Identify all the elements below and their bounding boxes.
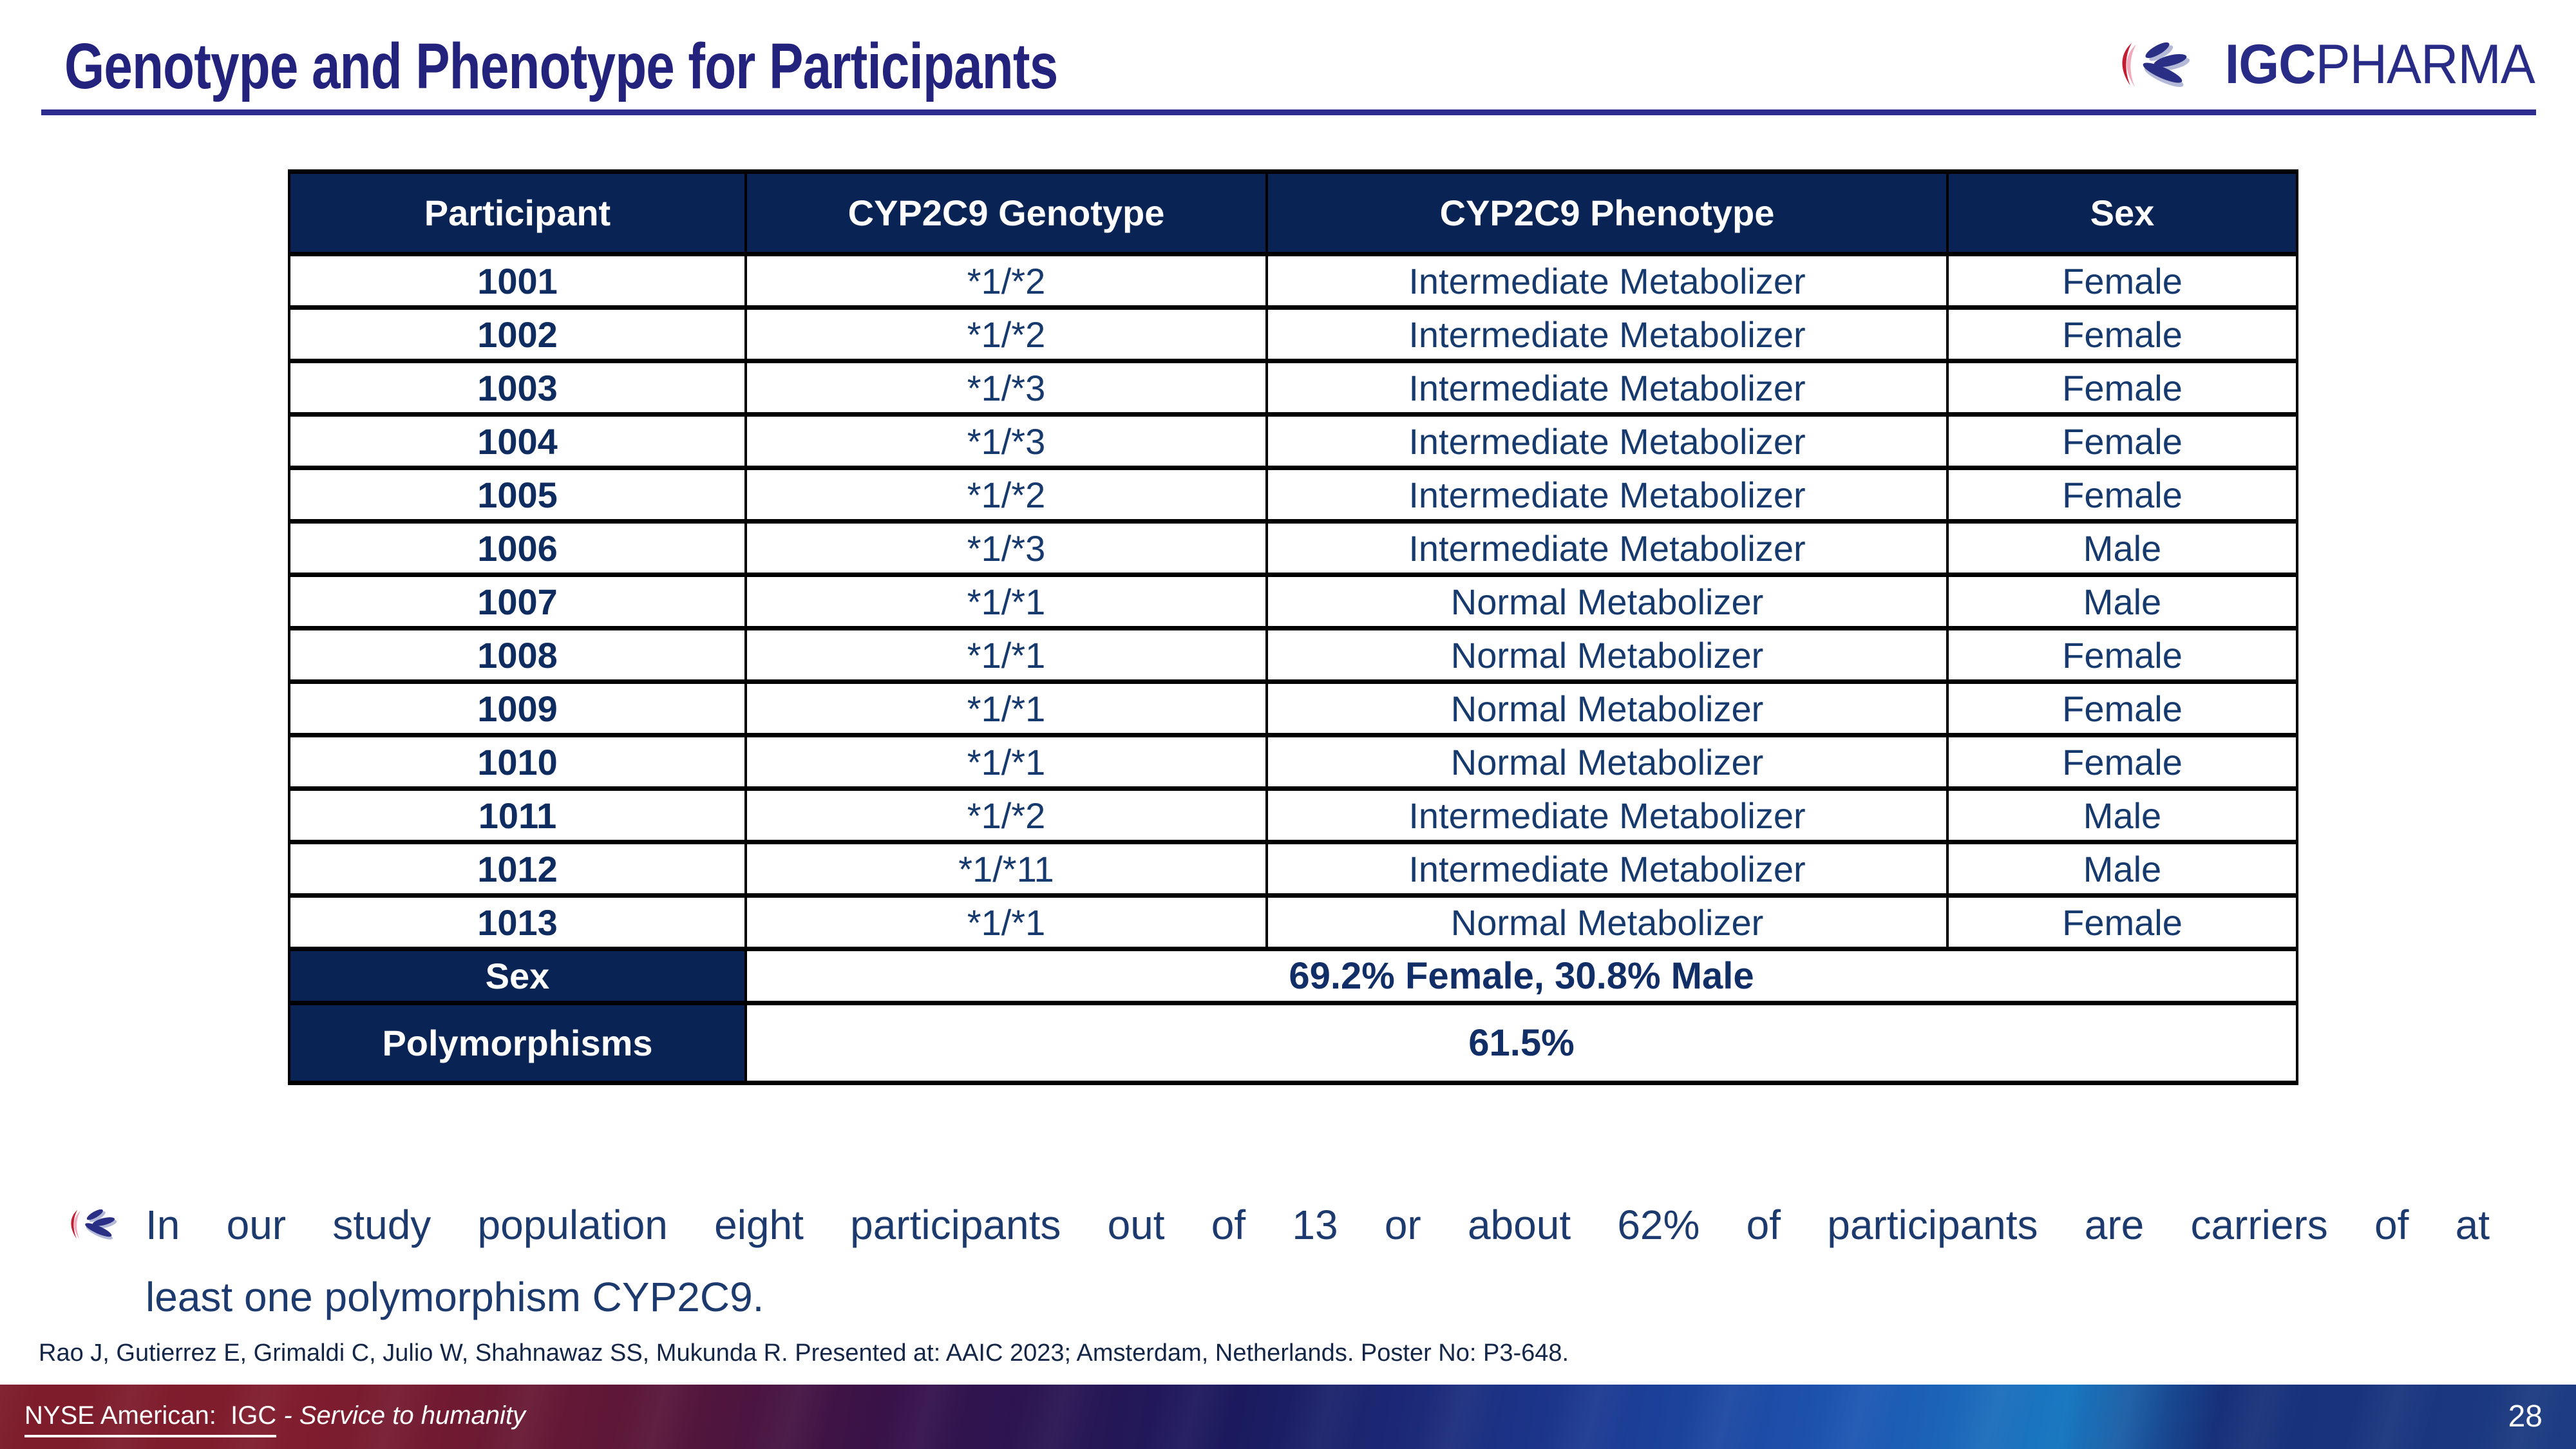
cell-phenotype: Normal Metabolizer <box>1265 893 1949 951</box>
summary-label: Sex <box>288 947 747 1005</box>
cell-genotype: *1/*1 <box>744 733 1268 791</box>
cell-participant: 1006 <box>288 519 747 577</box>
cell-genotype: *1/*1 <box>744 626 1268 684</box>
cell-genotype: *1/*2 <box>744 305 1268 363</box>
table-row: 1013 *1/*1 Normal Metabolizer Female <box>288 893 2298 951</box>
table-row: 1005 *1/*2 Intermediate Metabolizer Fema… <box>288 466 2298 524</box>
page-title: Genotype and Phenotype for Participants <box>64 30 1058 102</box>
cell-sex: Female <box>1946 252 2298 310</box>
cell-sex: Female <box>1946 466 2298 524</box>
cell-participant: 1013 <box>288 893 747 951</box>
table-row: 1007 *1/*1 Normal Metabolizer Male <box>288 573 2298 630</box>
cell-sex: Male <box>1946 573 2298 630</box>
table-row: 1011 *1/*2 Intermediate Metabolizer Male <box>288 786 2298 844</box>
bullet-text-line: In our study population eight participan… <box>146 1202 2490 1248</box>
cell-genotype: *1/*3 <box>744 412 1268 470</box>
title-divider <box>41 109 2536 115</box>
cell-phenotype: Intermediate Metabolizer <box>1265 305 1949 363</box>
column-header: Sex <box>1946 169 2298 256</box>
cell-sex: Female <box>1946 679 2298 737</box>
cell-phenotype: Intermediate Metabolizer <box>1265 840 1949 898</box>
cell-participant: 1012 <box>288 840 747 898</box>
igc-leaf-crescent-icon <box>2122 42 2190 87</box>
cell-phenotype: Intermediate Metabolizer <box>1265 786 1949 844</box>
cell-genotype: *1/*3 <box>744 359 1268 417</box>
citation-text: Rao J, Gutierrez E, Grimaldi C, Julio W,… <box>39 1340 1569 1367</box>
logo-text-igc: IGC <box>2224 33 2316 95</box>
cell-sex: Female <box>1946 359 2298 417</box>
cell-sex: Female <box>1946 412 2298 470</box>
table-row: 1004 *1/*3 Intermediate Metabolizer Fema… <box>288 412 2298 470</box>
cell-sex: Female <box>1946 626 2298 684</box>
cell-genotype: *1/*1 <box>744 573 1268 630</box>
table-row: 1008 *1/*1 Normal Metabolizer Female <box>288 626 2298 684</box>
table-row: 1009 *1/*1 Normal Metabolizer Female <box>288 679 2298 737</box>
cell-participant: 1004 <box>288 412 747 470</box>
cell-genotype: *1/*1 <box>744 893 1268 951</box>
logo-text: IGCPHARMA <box>2225 33 2535 97</box>
cell-participant: 1002 <box>288 305 747 363</box>
cell-phenotype: Intermediate Metabolizer <box>1265 519 1949 577</box>
cell-phenotype: Intermediate Metabolizer <box>1265 466 1949 524</box>
bullet-text-line: least one polymorphism CYP2C9. <box>146 1274 764 1320</box>
cell-genotype: *1/*2 <box>744 252 1268 310</box>
cell-phenotype: Normal Metabolizer <box>1265 573 1949 630</box>
cell-sex: Male <box>1946 840 2298 898</box>
table-row: 1010 *1/*1 Normal Metabolizer Female <box>288 733 2298 791</box>
cell-sex: Male <box>1946 786 2298 844</box>
cell-phenotype: Normal Metabolizer <box>1265 679 1949 737</box>
cell-participant: 1005 <box>288 466 747 524</box>
cell-genotype: *1/*2 <box>744 466 1268 524</box>
table-header-row: Participant CYP2C9 Genotype CYP2C9 Phenoty… <box>288 169 2298 256</box>
column-header: Participant <box>288 169 747 256</box>
cell-genotype: *1/*3 <box>744 519 1268 577</box>
cell-phenotype: Intermediate Metabolizer <box>1265 252 1949 310</box>
table-body: 1001 *1/*2 Intermediate Metabolizer Fema… <box>288 252 2298 1085</box>
cell-sex: Female <box>1946 893 2298 951</box>
cell-participant: 1011 <box>288 786 747 844</box>
ticker-text: NYSE American: IGC <box>24 1401 277 1437</box>
cell-genotype: *1/*1 <box>744 679 1268 737</box>
cell-phenotype: Intermediate Metabolizer <box>1265 412 1949 470</box>
column-header: CYP2C9 Genotype <box>744 169 1268 256</box>
summary-row: Polymorphisms 61.5% <box>288 1001 2298 1085</box>
table-row: 1003 *1/*3 Intermediate Metabolizer Fema… <box>288 359 2298 417</box>
cell-genotype: *1/*2 <box>744 786 1268 844</box>
igc-leaf-bullet-icon <box>71 1209 117 1240</box>
cell-participant: 1009 <box>288 679 747 737</box>
summary-value: 69.2% Female, 30.8% Male <box>744 947 2298 1005</box>
cell-participant: 1007 <box>288 573 747 630</box>
company-logo: IGCPHARMA <box>2116 32 2535 97</box>
page-number: 28 <box>2508 1399 2543 1434</box>
table-row: 1012 *1/*11 Intermediate Metabolizer Mal… <box>288 840 2298 898</box>
cell-sex: Male <box>1946 519 2298 577</box>
summary-label: Polymorphisms <box>288 1001 747 1085</box>
bullet-text: In our study population eight participan… <box>146 1189 2490 1333</box>
cell-sex: Female <box>1946 733 2298 791</box>
cell-sex: Female <box>1946 305 2298 363</box>
cell-participant: 1003 <box>288 359 747 417</box>
footer-gradient-texture <box>0 1385 2576 1449</box>
footer-text: NYSE American: IGC - Service to humanity <box>24 1401 526 1437</box>
logo-text-pharma: PHARMA <box>2315 33 2535 95</box>
cell-genotype: *1/*11 <box>744 840 1268 898</box>
cell-phenotype: Normal Metabolizer <box>1265 626 1949 684</box>
cell-phenotype: Intermediate Metabolizer <box>1265 359 1949 417</box>
summary-value: 61.5% <box>744 1001 2298 1085</box>
table-row: 1001 *1/*2 Intermediate Metabolizer Fema… <box>288 252 2298 310</box>
cell-participant: 1010 <box>288 733 747 791</box>
summary-row: Sex 69.2% Female, 30.8% Male <box>288 947 2298 1005</box>
column-header: CYP2C9 Phenotype <box>1265 169 1949 256</box>
cell-participant: 1008 <box>288 626 747 684</box>
cell-participant: 1001 <box>288 252 747 310</box>
table-row: 1002 *1/*2 Intermediate Metabolizer Fema… <box>288 305 2298 363</box>
footer-bar: NYSE American: IGC - Service to humanity… <box>0 1385 2576 1449</box>
participants-table: Participant CYP2C9 Genotype CYP2C9 Phenoty… <box>288 169 2298 1085</box>
cell-phenotype: Normal Metabolizer <box>1265 733 1949 791</box>
tagline-text: - Service to humanity <box>276 1401 526 1430</box>
table-row: 1006 *1/*3 Intermediate Metabolizer Male <box>288 519 2298 577</box>
